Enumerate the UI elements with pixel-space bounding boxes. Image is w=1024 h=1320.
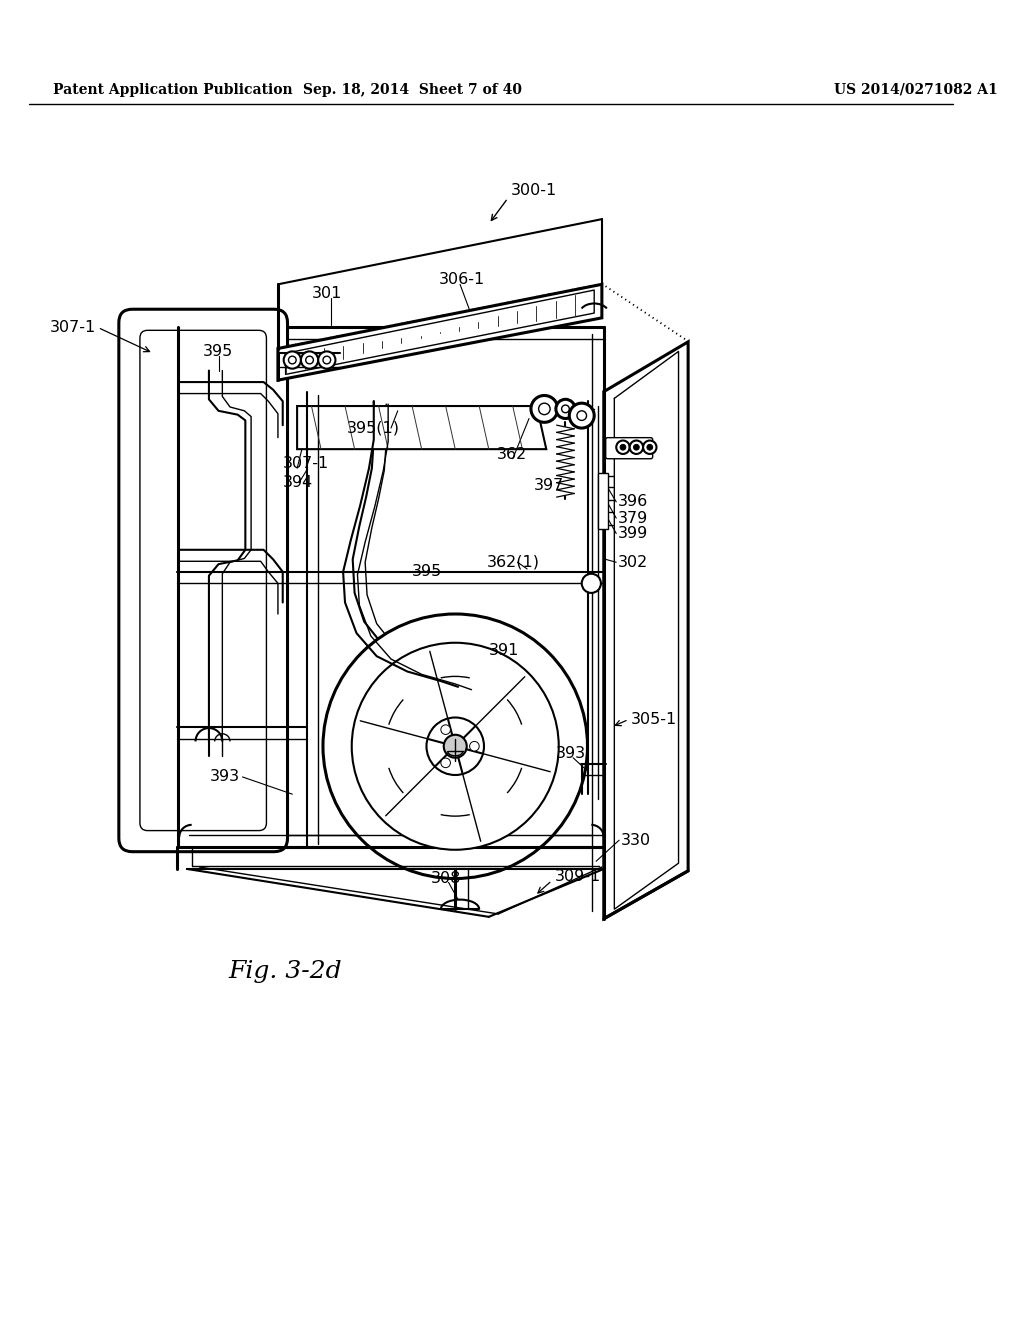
Text: 301: 301 xyxy=(311,286,342,301)
Polygon shape xyxy=(297,407,546,449)
Text: 330: 330 xyxy=(621,833,651,847)
Circle shape xyxy=(289,356,296,364)
Text: US 2014/0271082 A1: US 2014/0271082 A1 xyxy=(834,83,997,96)
Text: Fig. 3-2d: Fig. 3-2d xyxy=(228,960,342,983)
Text: 391: 391 xyxy=(488,643,519,657)
Text: 309-1: 309-1 xyxy=(555,869,601,884)
Text: 393: 393 xyxy=(210,770,240,784)
Text: Patent Application Publication: Patent Application Publication xyxy=(52,83,292,96)
Circle shape xyxy=(426,718,484,775)
Circle shape xyxy=(539,403,550,414)
Text: 396: 396 xyxy=(618,495,648,510)
Circle shape xyxy=(582,574,601,593)
Text: 362: 362 xyxy=(497,447,526,462)
Circle shape xyxy=(647,445,652,450)
Text: 307-1: 307-1 xyxy=(283,455,329,471)
Circle shape xyxy=(577,411,587,420)
Text: 397: 397 xyxy=(534,478,564,494)
FancyBboxPatch shape xyxy=(598,473,607,529)
Text: 395: 395 xyxy=(203,345,233,359)
Text: 393: 393 xyxy=(556,746,586,762)
Text: 399: 399 xyxy=(618,525,648,541)
Text: 306-1: 306-1 xyxy=(439,272,485,286)
Circle shape xyxy=(443,735,467,758)
Text: 307-1: 307-1 xyxy=(49,319,96,335)
Circle shape xyxy=(556,400,575,418)
Circle shape xyxy=(630,441,643,454)
Text: 300-1: 300-1 xyxy=(511,183,557,198)
Text: 302: 302 xyxy=(618,554,648,570)
Text: 305-1: 305-1 xyxy=(631,711,677,727)
Text: 395: 395 xyxy=(412,565,442,579)
Circle shape xyxy=(306,356,313,364)
Circle shape xyxy=(441,758,451,768)
Text: 394: 394 xyxy=(283,475,313,490)
Text: 362(1): 362(1) xyxy=(486,554,540,570)
FancyBboxPatch shape xyxy=(606,438,652,459)
Circle shape xyxy=(441,725,451,734)
Polygon shape xyxy=(278,284,602,380)
Circle shape xyxy=(351,643,559,850)
Circle shape xyxy=(284,351,301,368)
Circle shape xyxy=(634,445,639,450)
Text: Sep. 18, 2014  Sheet 7 of 40: Sep. 18, 2014 Sheet 7 of 40 xyxy=(303,83,521,96)
Text: 308: 308 xyxy=(431,871,462,886)
Text: 379: 379 xyxy=(618,511,648,525)
FancyBboxPatch shape xyxy=(119,309,288,851)
Circle shape xyxy=(616,441,630,454)
Circle shape xyxy=(531,396,558,422)
Circle shape xyxy=(643,441,656,454)
Circle shape xyxy=(621,445,626,450)
Circle shape xyxy=(561,405,569,413)
Polygon shape xyxy=(604,342,688,919)
Text: 395(1): 395(1) xyxy=(347,421,400,436)
Circle shape xyxy=(301,351,318,368)
Circle shape xyxy=(470,742,479,751)
Circle shape xyxy=(323,614,588,879)
Circle shape xyxy=(318,351,336,368)
Circle shape xyxy=(323,356,331,364)
Circle shape xyxy=(569,403,594,428)
